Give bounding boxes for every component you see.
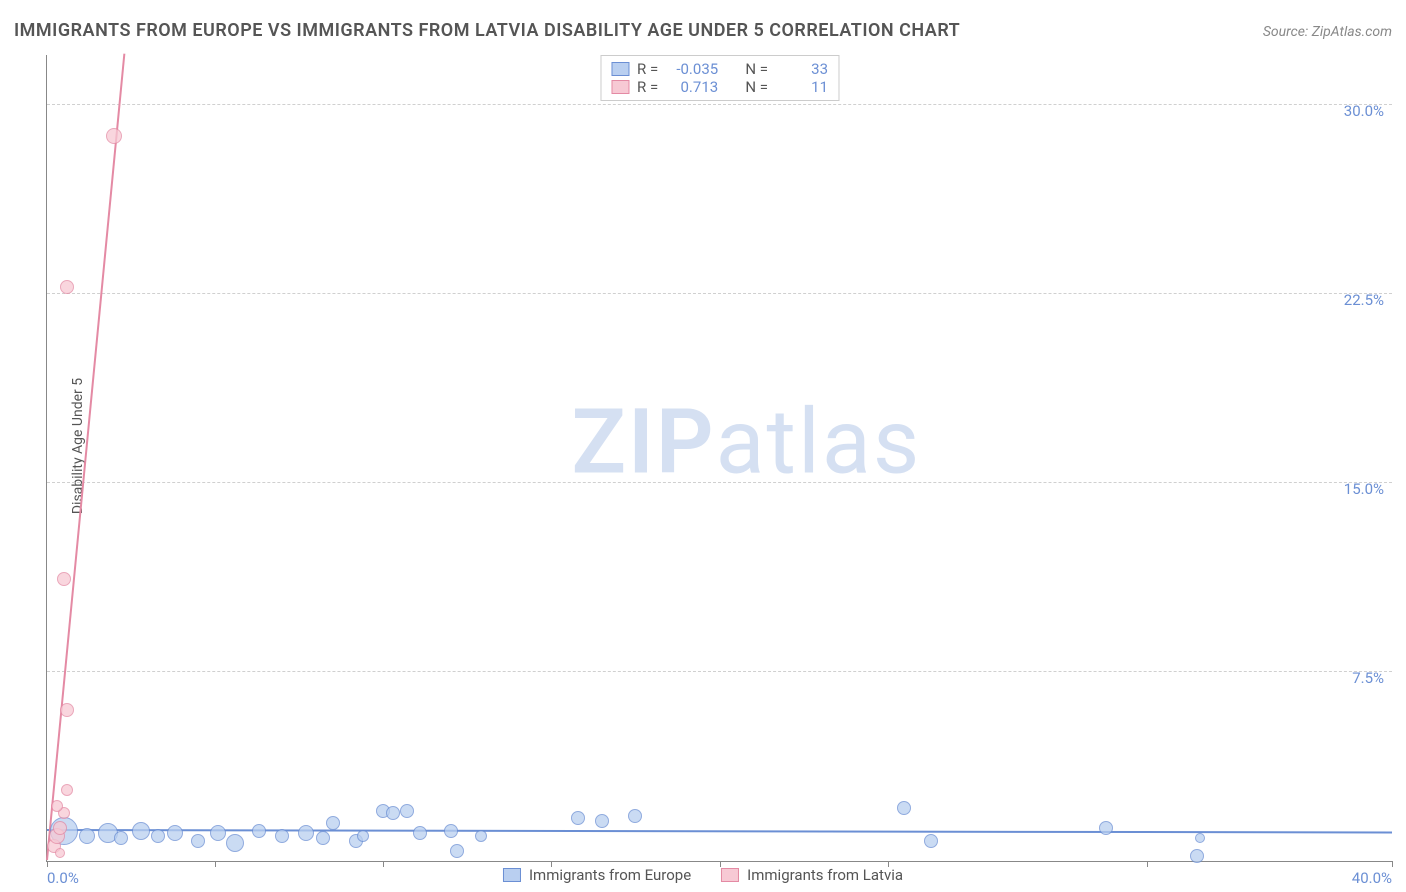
- data-point: [316, 831, 330, 845]
- trend-line: [46, 54, 125, 860]
- r-label: R =: [637, 78, 658, 96]
- x-tick: [383, 861, 384, 867]
- watermark: ZIPatlas: [572, 389, 922, 494]
- data-point: [210, 825, 226, 841]
- source-prefix: Source:: [1263, 24, 1312, 40]
- y-tick-label: 30.0%: [1344, 102, 1384, 120]
- swatch-europe: [611, 62, 629, 76]
- swatch-latvia: [611, 80, 629, 94]
- x-tick-label: 0.0%: [47, 869, 79, 887]
- correlation-legend: R = -0.035 N = 33 R = 0.713 N = 11: [600, 55, 839, 101]
- x-tick: [1147, 861, 1148, 867]
- n-value-europe: 33: [776, 60, 828, 78]
- data-point: [226, 834, 244, 852]
- data-point: [151, 829, 165, 843]
- y-tick-label: 7.5%: [1352, 669, 1384, 687]
- data-point: [1190, 849, 1204, 863]
- legend-row-europe: R = -0.035 N = 33: [611, 60, 828, 78]
- y-tick-label: 15.0%: [1344, 480, 1384, 498]
- data-point: [114, 831, 128, 845]
- data-point: [167, 825, 183, 841]
- data-point: [106, 128, 122, 144]
- watermark-light: atlas: [716, 389, 922, 494]
- data-point: [53, 821, 67, 835]
- legend-label-europe: Immigrants from Europe: [529, 866, 691, 884]
- data-point: [1099, 821, 1113, 835]
- gridline: [47, 671, 1392, 672]
- gridline: [47, 104, 1392, 105]
- data-point: [924, 834, 938, 848]
- gridline: [47, 293, 1392, 294]
- header: IMMIGRANTS FROM EUROPE VS IMMIGRANTS FRO…: [14, 20, 1392, 41]
- source-name: ZipAtlas.com: [1312, 24, 1392, 40]
- n-label: N =: [745, 60, 768, 78]
- legend-item-latvia: Immigrants from Latvia: [721, 866, 903, 884]
- data-point: [51, 800, 63, 812]
- data-point: [60, 703, 74, 717]
- data-point: [444, 824, 458, 838]
- data-point: [386, 806, 400, 820]
- data-point: [79, 828, 95, 844]
- data-point: [475, 830, 487, 842]
- data-point: [326, 816, 340, 830]
- data-point: [1195, 833, 1205, 843]
- swatch-latvia: [721, 868, 739, 882]
- data-point: [571, 811, 585, 825]
- source-attribution: Source: ZipAtlas.com: [1263, 24, 1392, 40]
- legend-item-europe: Immigrants from Europe: [503, 866, 691, 884]
- r-value-europe: -0.035: [666, 60, 718, 78]
- data-point: [275, 829, 289, 843]
- data-point: [413, 826, 427, 840]
- x-tick-label: 40.0%: [1352, 869, 1392, 887]
- data-point: [897, 801, 911, 815]
- data-point: [595, 814, 609, 828]
- series-legend: Immigrants from Europe Immigrants from L…: [503, 866, 903, 884]
- x-tick: [1392, 861, 1393, 867]
- data-point: [450, 844, 464, 858]
- swatch-europe: [503, 868, 521, 882]
- data-point: [132, 822, 150, 840]
- data-point: [298, 825, 314, 841]
- data-point: [191, 834, 205, 848]
- data-point: [357, 830, 369, 842]
- n-label: N =: [745, 78, 768, 96]
- watermark-bold: ZIP: [572, 389, 716, 494]
- n-value-latvia: 11: [776, 78, 828, 96]
- data-point: [400, 804, 414, 818]
- data-point: [628, 809, 642, 823]
- x-tick: [47, 861, 48, 867]
- gridline: [47, 482, 1392, 483]
- x-tick: [215, 861, 216, 867]
- r-label: R =: [637, 60, 658, 78]
- legend-row-latvia: R = 0.713 N = 11: [611, 78, 828, 96]
- data-point: [57, 572, 71, 586]
- legend-label-latvia: Immigrants from Latvia: [747, 866, 903, 884]
- data-point: [61, 784, 73, 796]
- trend-line: [47, 829, 1392, 834]
- r-value-latvia: 0.713: [666, 78, 718, 96]
- data-point: [60, 280, 74, 294]
- data-point: [252, 824, 266, 838]
- scatter-chart: ZIPatlas R = -0.035 N = 33 R = 0.713 N =…: [46, 55, 1392, 862]
- y-tick-label: 22.5%: [1344, 291, 1384, 309]
- data-point: [55, 848, 65, 858]
- chart-title: IMMIGRANTS FROM EUROPE VS IMMIGRANTS FRO…: [14, 20, 960, 41]
